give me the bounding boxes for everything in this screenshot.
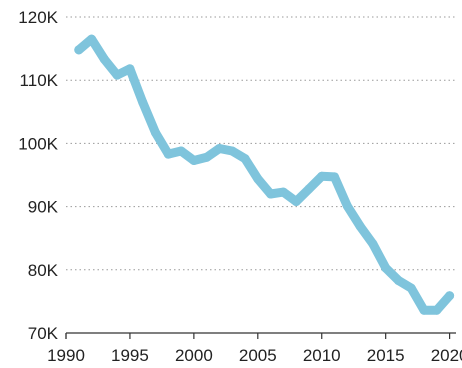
data-point-2020 (445, 291, 455, 301)
data-point-1999 (176, 146, 186, 156)
data-point-2019 (432, 305, 442, 315)
data-point-1996 (138, 97, 148, 107)
data-point-2015 (381, 263, 391, 273)
x-tick-labels: 1990 1995 2000 2005 2010 2015 2020 (47, 346, 462, 365)
grid-layer (66, 16, 456, 271)
data-point-1998 (163, 149, 173, 159)
x-tick-label: 2010 (303, 346, 341, 365)
data-point-2009 (304, 184, 314, 194)
data-point-2006 (266, 189, 276, 199)
y-tick-label: 120K (18, 8, 58, 27)
data-point-2010 (317, 171, 327, 181)
data-point-2004 (240, 154, 250, 164)
x-tick-label: 2005 (239, 346, 277, 365)
x-tick-label: 2020 (431, 346, 462, 365)
x-tick-label: 1990 (47, 346, 85, 365)
y-tick-label: 80K (28, 261, 59, 280)
y-tick-label: 70K (28, 324, 59, 343)
x-tick-label: 1995 (111, 346, 149, 365)
data-point-1993 (99, 54, 109, 64)
data-point-2001 (202, 152, 212, 162)
y-tick-label: 100K (18, 134, 58, 153)
axis-layer (65, 332, 456, 339)
data-point-2008 (291, 197, 301, 207)
y-tick-labels: 70K 80K 90K 100K 110K 120K (18, 8, 58, 343)
data-point-1994 (112, 70, 122, 80)
data-point-2013 (355, 221, 365, 231)
data-point-1992 (87, 34, 97, 44)
data-point-2017 (406, 283, 416, 293)
data-point-2016 (393, 276, 403, 286)
data-point-2007 (278, 187, 288, 197)
series-layer (74, 34, 455, 315)
data-point-1997 (151, 128, 161, 138)
data-point-1991 (74, 45, 84, 55)
y-tick-label: 90K (28, 198, 59, 217)
data-point-2003 (227, 146, 237, 156)
data-point-2012 (342, 201, 352, 211)
data-point-1995 (125, 64, 135, 74)
x-tick-label: 2000 (175, 346, 213, 365)
x-tick-label: 2015 (367, 346, 405, 365)
data-point-2005 (253, 174, 263, 184)
data-point-2000 (189, 155, 199, 165)
y-tick-label: 110K (20, 71, 59, 90)
data-point-2002 (214, 143, 224, 153)
data-point-2011 (330, 172, 340, 182)
data-point-2018 (419, 305, 429, 315)
data-point-2014 (368, 239, 378, 249)
